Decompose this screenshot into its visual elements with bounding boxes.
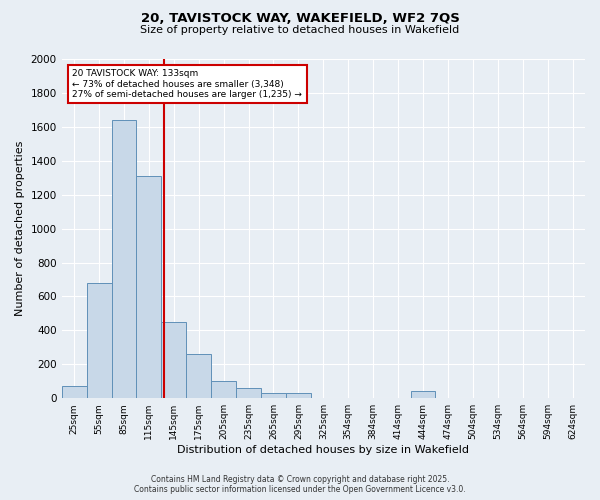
Bar (261, 393, 286, 398)
Y-axis label: Number of detached properties: Number of detached properties (15, 141, 25, 316)
Bar (112, 120, 136, 398)
Bar (136, 176, 161, 398)
X-axis label: Distribution of detached houses by size in Wakefield: Distribution of detached houses by size … (178, 445, 469, 455)
Text: Contains HM Land Registry data © Crown copyright and database right 2025.
Contai: Contains HM Land Registry data © Crown c… (134, 474, 466, 494)
Bar (86, 283, 112, 398)
Text: 20, TAVISTOCK WAY, WAKEFIELD, WF2 7QS: 20, TAVISTOCK WAY, WAKEFIELD, WF2 7QS (140, 12, 460, 26)
Bar (236, 388, 261, 398)
Bar (161, 322, 186, 398)
Bar (286, 393, 311, 398)
Bar (211, 381, 236, 398)
Text: Size of property relative to detached houses in Wakefield: Size of property relative to detached ho… (140, 25, 460, 35)
Bar (186, 354, 211, 398)
Text: 20 TAVISTOCK WAY: 133sqm
← 73% of detached houses are smaller (3,348)
27% of sem: 20 TAVISTOCK WAY: 133sqm ← 73% of detach… (72, 69, 302, 99)
Bar (62, 386, 86, 398)
Bar (410, 392, 436, 398)
